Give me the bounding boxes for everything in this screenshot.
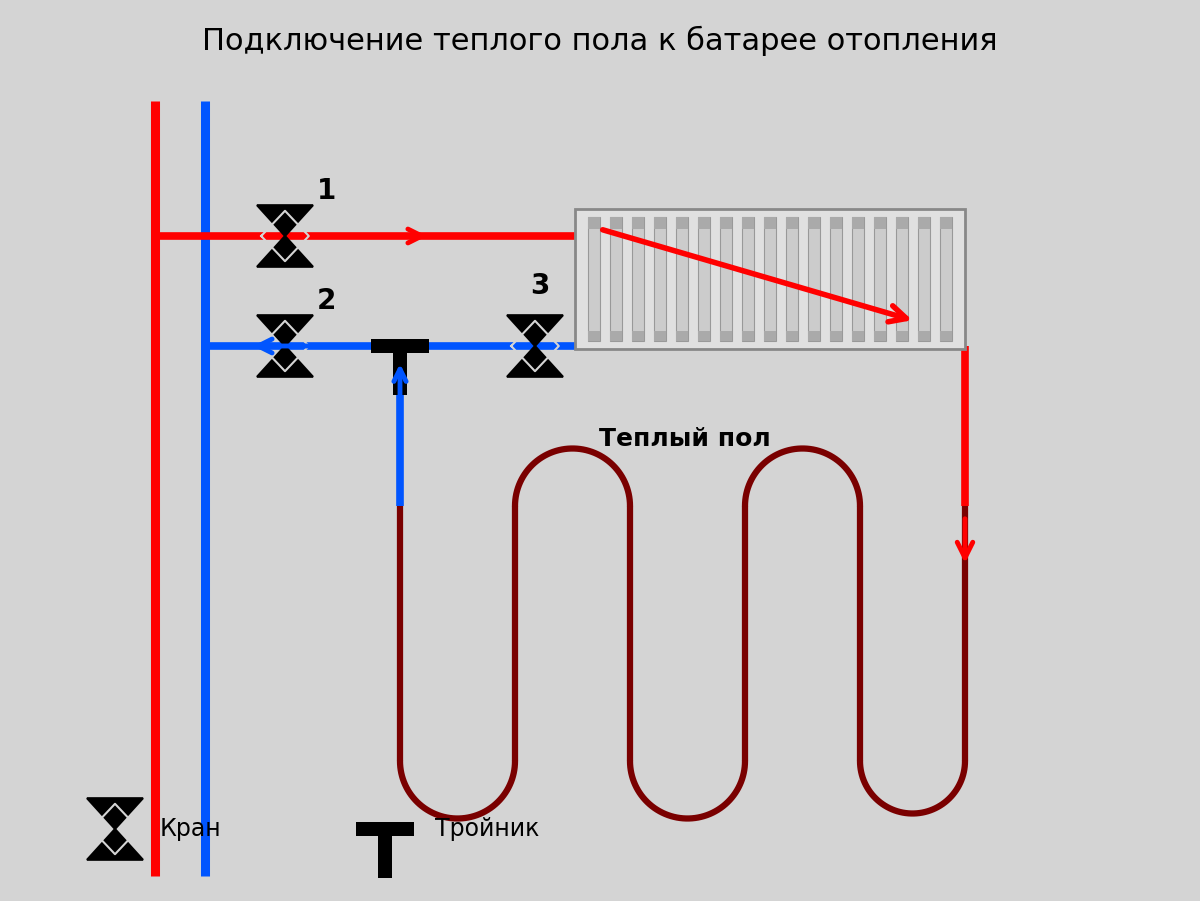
Bar [830, 217, 842, 229]
Bar [808, 217, 820, 341]
Polygon shape [257, 205, 313, 236]
Bar [874, 331, 886, 341]
Bar [940, 217, 952, 341]
Bar [720, 217, 732, 229]
Bar [654, 217, 666, 229]
Bar [918, 331, 930, 341]
Bar [698, 217, 710, 229]
Bar [830, 217, 842, 341]
Bar [378, 836, 392, 878]
Text: Тройник: Тройник [434, 817, 539, 841]
Bar [575, 209, 965, 349]
Bar [676, 217, 688, 229]
Bar [852, 331, 864, 341]
Text: 1: 1 [317, 177, 336, 205]
Bar [764, 217, 776, 341]
Bar [874, 217, 886, 229]
Text: Подключение теплого пола к батарее отопления: Подключение теплого пола к батарее отопл… [202, 26, 998, 56]
Bar [676, 217, 688, 341]
Bar [940, 217, 952, 229]
Bar [940, 331, 952, 341]
Bar [632, 217, 644, 341]
Bar [720, 331, 732, 341]
Bar [852, 217, 864, 229]
Bar [896, 331, 908, 341]
Bar [610, 217, 622, 341]
Bar [786, 331, 798, 341]
Bar [720, 217, 732, 341]
Bar [392, 353, 407, 395]
Polygon shape [506, 315, 563, 346]
Bar [852, 217, 864, 341]
Bar [742, 217, 754, 341]
Bar [896, 217, 908, 229]
Bar [808, 331, 820, 341]
Polygon shape [86, 798, 143, 829]
Bar [764, 331, 776, 341]
Bar [356, 822, 414, 836]
Polygon shape [257, 236, 313, 267]
Bar [371, 339, 428, 353]
Polygon shape [506, 346, 563, 377]
Bar [918, 217, 930, 229]
Bar [742, 217, 754, 229]
Bar [632, 217, 644, 229]
Bar [786, 217, 798, 229]
Polygon shape [257, 346, 313, 377]
Text: Теплый пол: Теплый пол [599, 427, 770, 451]
Bar [918, 217, 930, 341]
Text: 2: 2 [317, 287, 336, 315]
Bar [742, 331, 754, 341]
Bar [654, 217, 666, 341]
Bar [786, 217, 798, 341]
Bar [676, 331, 688, 341]
Bar [610, 331, 622, 341]
Text: 3: 3 [530, 272, 550, 300]
Bar [588, 217, 600, 229]
Bar [698, 217, 710, 341]
Bar [830, 331, 842, 341]
Bar [874, 217, 886, 341]
Polygon shape [257, 315, 313, 346]
Text: Кран: Кран [160, 817, 222, 841]
Bar [808, 217, 820, 229]
Bar [698, 331, 710, 341]
Bar [588, 217, 600, 341]
Polygon shape [86, 829, 143, 860]
Bar [654, 331, 666, 341]
Bar [896, 217, 908, 341]
Bar [764, 217, 776, 229]
Bar [632, 331, 644, 341]
Bar [610, 217, 622, 229]
Bar [588, 331, 600, 341]
